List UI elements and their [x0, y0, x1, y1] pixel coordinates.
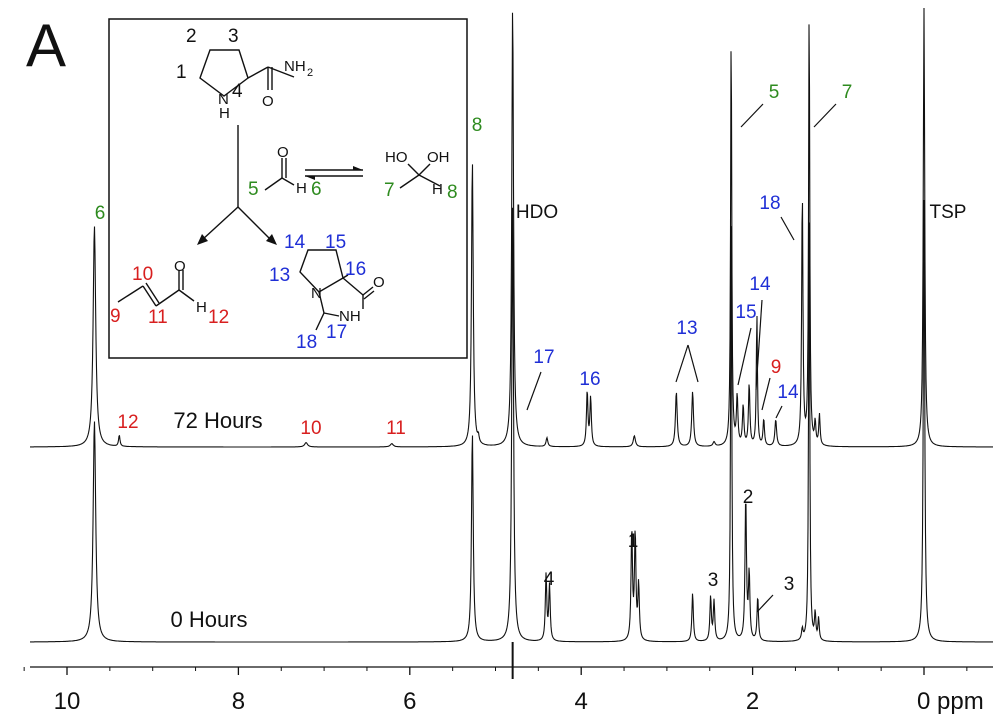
leader-line-6: [775, 405, 783, 419]
crotonaldehyde-o: O: [174, 258, 186, 275]
imidazolidinone-n: N: [311, 285, 322, 302]
annotation-23: 3: [784, 574, 795, 595]
annotation-15: 7: [842, 82, 853, 103]
acetaldehyde-o: O: [277, 144, 289, 161]
leader-line-1: [675, 344, 689, 383]
prolinamide-number-3: 3: [228, 26, 239, 47]
hydrate-oh: OH: [427, 149, 450, 166]
annotation-2: 72 Hours: [173, 408, 262, 433]
spectra-layer: [30, 7, 993, 679]
annotation-20: 1: [628, 531, 639, 552]
annotation-5: 8: [472, 115, 483, 136]
prolinamide-number-1: 1: [176, 62, 187, 83]
imidazolidinone-number-18: 18: [296, 332, 317, 353]
leader-line-10: [756, 594, 774, 613]
prolinamide-o: O: [262, 93, 274, 110]
spectrum-trace-0: [30, 7, 993, 448]
leader-line-3: [737, 327, 752, 386]
imidazolidinone-number-13: 13: [269, 265, 290, 286]
hydrate-number-7: 7: [384, 180, 395, 201]
leader-line-8: [813, 103, 837, 128]
annotation-22: 2: [743, 487, 754, 508]
hydrate-h: H: [432, 181, 443, 198]
prolinamide-nh2-sub: 2: [307, 67, 313, 79]
imidazolidinone-o: O: [373, 274, 385, 291]
leader-line-5: [761, 377, 771, 411]
imidazolidinone-structure: [299, 249, 375, 331]
panel-label: A: [26, 12, 66, 79]
annotation-9: 13: [676, 318, 697, 339]
annotation-18: 0 Hours: [170, 607, 247, 632]
spectrum-trace-1: [30, 199, 993, 643]
acetaldehyde-number-5: 5: [248, 179, 259, 200]
annotation-19: 4: [544, 569, 555, 590]
imidazolidinone-number-17: 17: [326, 322, 347, 343]
scheme-box: [108, 18, 468, 359]
annotation-21: 3: [708, 570, 719, 591]
equilibrium-arrowhead-right: [353, 166, 363, 170]
annotation-13: 14: [777, 382, 799, 403]
crotonaldehyde-number-11: 11: [148, 307, 168, 328]
x-tick-label-10: 10: [54, 688, 81, 715]
crotonaldehyde-number-9: 9: [110, 306, 121, 327]
prolinamide-nh-h: H: [219, 105, 230, 122]
prolinamide-n: N: [218, 91, 229, 108]
imidazolidinone-number-14: 14: [284, 232, 306, 253]
acetaldehyde-structure: [264, 158, 295, 191]
leader-line-7: [740, 103, 764, 128]
imidazolidinone-nh: NH: [339, 308, 361, 325]
arrowhead-right: [266, 234, 277, 245]
annotation-7: 17: [533, 347, 554, 368]
crotonaldehyde-number-12: 12: [208, 307, 229, 328]
hydrate-ho: HO: [385, 149, 408, 166]
leader-line-9: [780, 216, 795, 241]
acetaldehyde-h: H: [296, 180, 307, 197]
hydrate-number-8: 8: [447, 182, 458, 203]
acetaldehyde-number-6: 6: [311, 179, 322, 200]
annotation-4: 11: [386, 418, 406, 439]
reaction-arrows: [201, 125, 363, 241]
annotation-14: 5: [769, 82, 780, 103]
annotation-12: 9: [771, 357, 782, 378]
prolinamide-structure: [199, 49, 295, 97]
arrowhead-left: [197, 234, 208, 245]
x-tick-label-4: 4: [575, 688, 588, 715]
annotation-16: 18: [759, 193, 780, 214]
annotation-1: 12: [117, 412, 138, 433]
imidazolidinone-number-15: 15: [325, 232, 346, 253]
annotation-6: HDO: [516, 202, 558, 223]
crotonaldehyde-structure: [117, 270, 195, 307]
x-axis-ticks: 10 8 6 4 2 0 ppm: [23, 667, 984, 715]
annotation-8: 16: [579, 369, 600, 390]
prolinamide-nh2: NH: [284, 58, 306, 75]
x-tick-label-0: 0 ppm: [917, 688, 984, 715]
x-tick-label-6: 6: [403, 688, 416, 715]
prolinamide-number-4: 4: [232, 81, 243, 102]
annotation-0: 6: [95, 203, 106, 224]
annotation-3: 10: [300, 418, 321, 439]
x-tick-label-8: 8: [232, 688, 245, 715]
reaction-scheme: 1 2 3 4 N H NH 2 O O H 5 6: [108, 18, 468, 359]
leader-line-0: [526, 371, 542, 411]
leader-line-4: [755, 299, 763, 391]
x-tick-label-2: 2: [746, 688, 759, 715]
crotonaldehyde-number-10: 10: [132, 264, 153, 285]
prolinamide-number-2: 2: [186, 26, 197, 47]
leader-line-2: [687, 344, 699, 383]
annotation-17: TSP: [930, 202, 967, 223]
equilibrium-arrowhead-left: [305, 176, 315, 180]
crotonaldehyde-h: H: [196, 299, 207, 316]
imidazolidinone-number-16: 16: [345, 259, 366, 280]
hydrate-structure: [399, 163, 441, 189]
annotation-11: 14: [749, 274, 771, 295]
annotation-10: 15: [735, 302, 756, 323]
